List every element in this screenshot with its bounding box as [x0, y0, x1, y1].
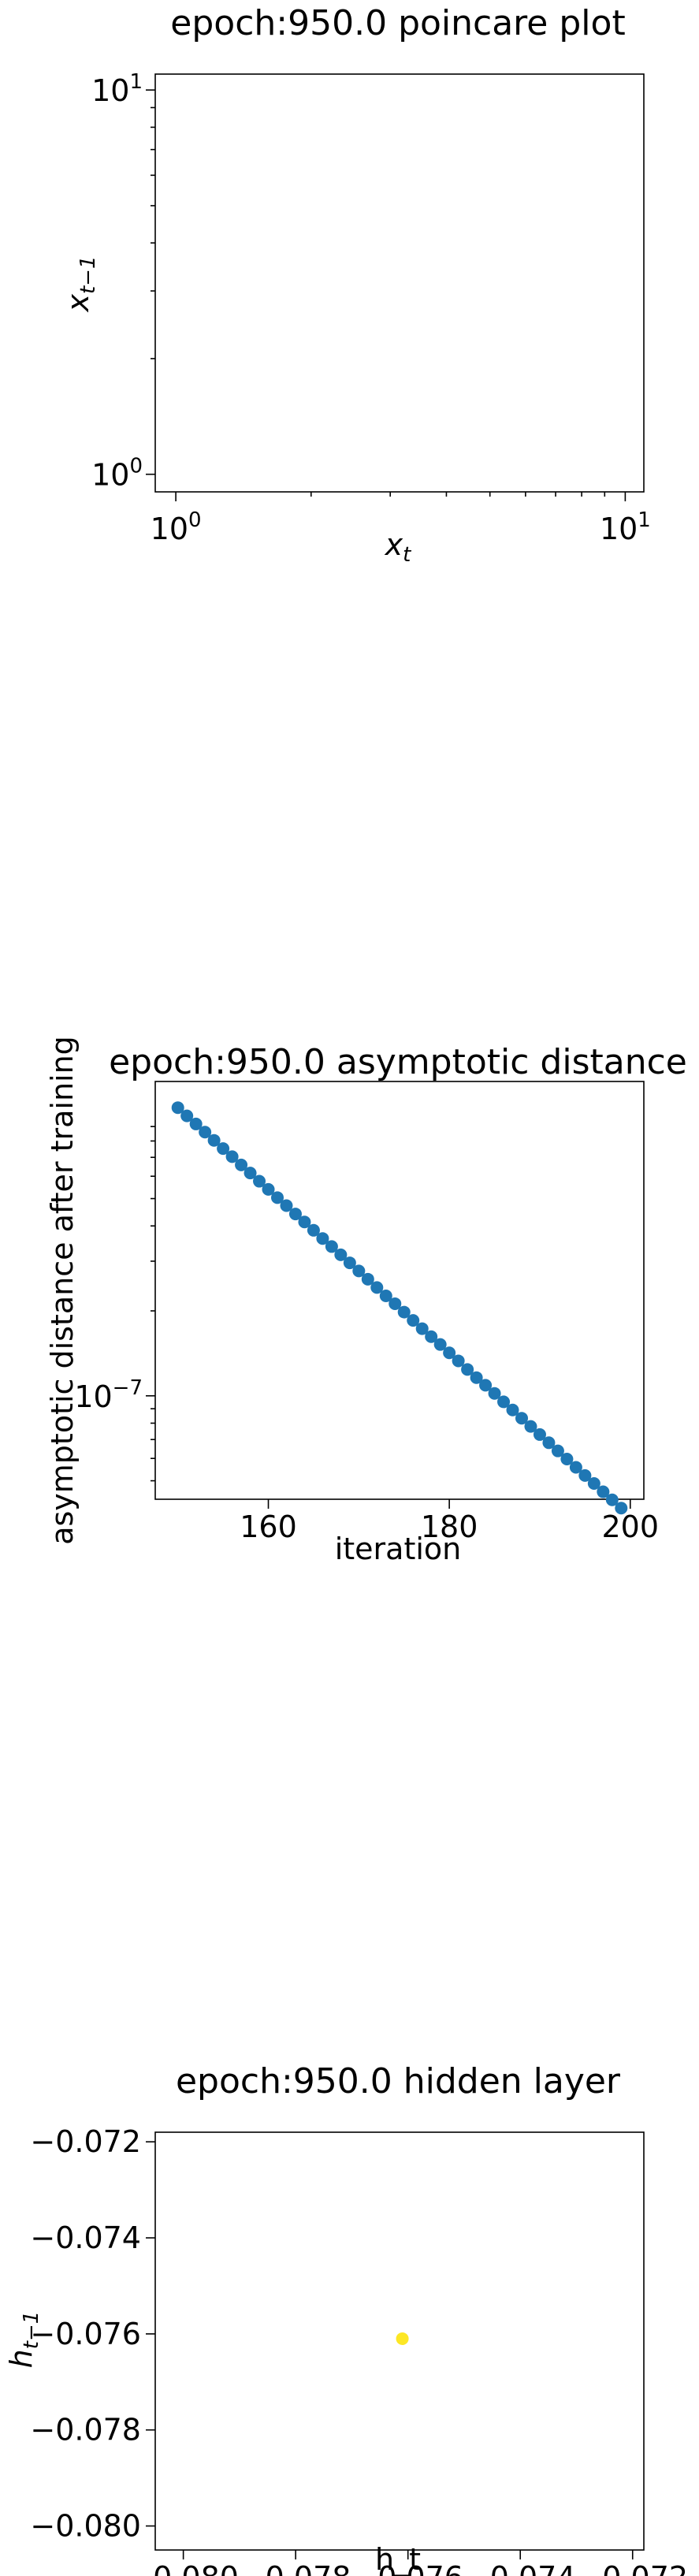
data-point [560, 1452, 574, 1465]
tick-label: −0.078 [240, 2560, 351, 2576]
data-point [433, 1338, 447, 1351]
tick-label: 101 [600, 508, 651, 546]
data-point [207, 1134, 221, 1147]
x-axis-label: iteration [335, 1532, 462, 1566]
data-point [298, 1215, 311, 1229]
tick-label: −0.076 [352, 2560, 463, 2576]
data-point [316, 1232, 329, 1245]
chart-asymptotic-distance: epoch:950.0 asymptotic distance 160 180 20… [45, 1036, 687, 1566]
data-point [515, 1412, 528, 1425]
y-axis-label: ht−1 [4, 2311, 43, 2369]
data-point [578, 1469, 592, 1482]
data-point [443, 1346, 456, 1360]
data-point [225, 1150, 239, 1163]
tick-label: 200 [602, 1509, 660, 1544]
data-point [415, 1322, 429, 1335]
axis-ticks: −0.080−0.078−0.076−0.074−0.072−0.080−0.0… [30, 2124, 688, 2576]
data-points [396, 2332, 409, 2345]
data-point [343, 1256, 356, 1270]
data-point [244, 1167, 257, 1180]
data-point [262, 1182, 275, 1196]
tick-label: −0.076 [30, 2317, 141, 2351]
data-point [533, 1428, 546, 1441]
tick-label: 180 [421, 1509, 478, 1544]
tick-label: −0.074 [465, 2560, 576, 2576]
data-point [288, 1208, 302, 1221]
chart-title: epoch:950.0 hidden layer [176, 2061, 621, 2101]
x-axis-label: xt [385, 527, 412, 567]
plot-area [154, 2131, 645, 2551]
data-point [407, 1314, 420, 1327]
axis-ticks: 100 101 100 101 [91, 70, 651, 546]
data-point [370, 1281, 384, 1294]
data-point [271, 1191, 284, 1204]
tick-label: 100 [151, 508, 202, 546]
tick-label: 10−7 [74, 1376, 143, 1414]
data-point [497, 1395, 511, 1409]
data-point [253, 1174, 266, 1188]
data-point [488, 1387, 501, 1400]
tick-label: −0.072 [577, 2560, 688, 2576]
data-point [470, 1371, 483, 1384]
tick-label: 160 [240, 1509, 297, 1544]
chart-title: epoch:950.0 poincare plot [170, 3, 625, 43]
data-point [361, 1272, 374, 1286]
data-point [217, 1142, 230, 1156]
data-points [171, 1101, 628, 1515]
data-point [199, 1126, 212, 1139]
data-point [307, 1223, 320, 1237]
plot-area [154, 1081, 645, 1500]
tick-label: −0.080 [30, 2509, 141, 2544]
data-point [605, 1493, 619, 1506]
data-point [352, 1264, 366, 1278]
y-axis-label: xt−1 [61, 255, 100, 312]
chart-poincare: epoch:950.0 poincare plot 100 101 100 101 x… [61, 3, 651, 567]
data-point [180, 1109, 194, 1122]
tick-label: −0.080 [128, 2560, 239, 2576]
data-point [235, 1158, 248, 1171]
data-point [587, 1477, 600, 1491]
tick-label: 100 [91, 455, 143, 493]
tick-label: −0.072 [30, 2124, 141, 2159]
data-point [551, 1444, 564, 1457]
tick-label: −0.078 [30, 2413, 141, 2448]
data-point [425, 1330, 438, 1343]
data-point [597, 1485, 610, 1498]
plot-area [154, 73, 645, 493]
data-point [396, 2332, 409, 2345]
data-point [379, 1290, 392, 1303]
axis-ticks: 160 180 200 10−7 [74, 1126, 659, 1544]
data-point [325, 1240, 338, 1253]
data-point [615, 1502, 628, 1515]
data-point [389, 1297, 402, 1310]
data-point [461, 1363, 474, 1376]
chart-title: epoch:950.0 asymptotic distance [109, 1042, 687, 1082]
data-point [189, 1117, 203, 1130]
data-point [542, 1436, 556, 1450]
tick-label: −0.074 [30, 2220, 141, 2255]
data-point [506, 1403, 519, 1416]
data-point [171, 1101, 184, 1115]
data-point [452, 1354, 465, 1368]
data-point [334, 1248, 348, 1261]
data-point [479, 1379, 493, 1392]
data-point [524, 1420, 537, 1433]
y-axis-label: asymptotic distance after training [45, 1036, 80, 1545]
tick-label: 101 [91, 70, 143, 108]
x-axis-label: h_t [375, 2542, 421, 2576]
chart-hidden-layer: epoch:950.0 hidden layer −0.080−0.078−0.… [4, 2061, 688, 2576]
data-point [397, 1305, 411, 1319]
data-point [280, 1199, 293, 1212]
data-point [569, 1461, 582, 1474]
